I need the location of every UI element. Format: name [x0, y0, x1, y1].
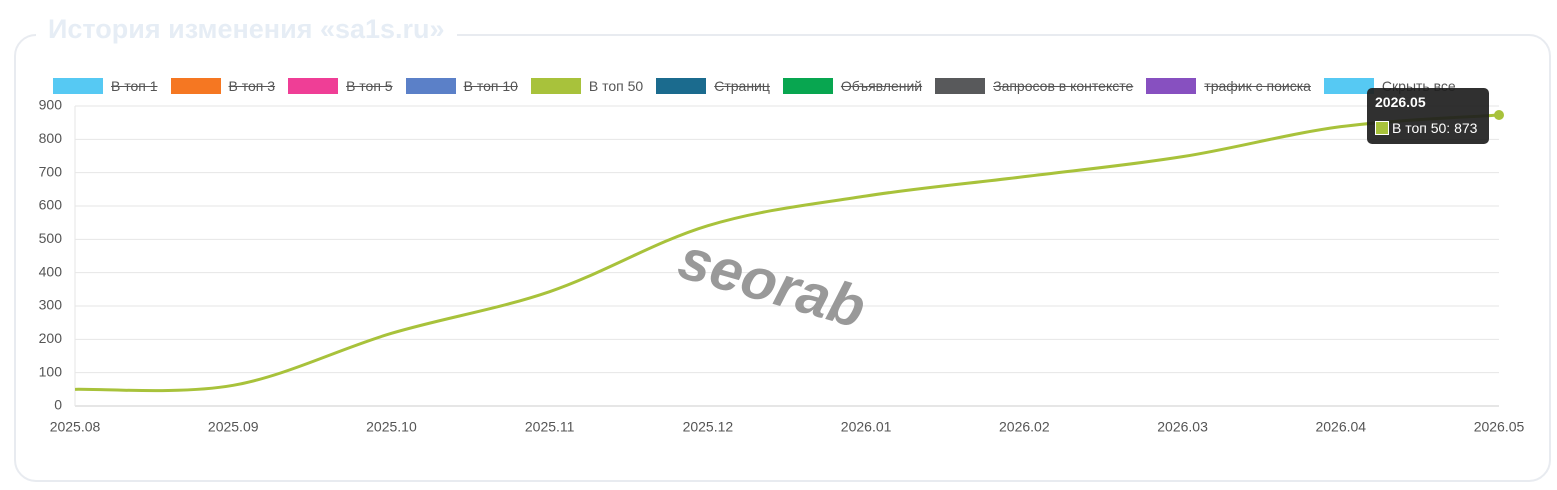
legend-label: трафик с поиска [1204, 78, 1311, 94]
x-tick-label: 2026.02 [999, 419, 1050, 435]
x-tick-label: 2026.03 [1157, 419, 1208, 435]
legend-swatch [405, 78, 456, 94]
x-tick-label: 2025.12 [683, 419, 734, 435]
legend: В топ 1 В топ 3 В топ 5 В топ 10 В топ 50 Стр… [53, 78, 1456, 94]
legend-item[interactable]: трафик с поиска [1146, 78, 1311, 94]
legend-item[interactable]: В топ 1 [53, 78, 158, 94]
legend-label: В топ 50 [588, 78, 644, 94]
tooltip-swatch [1375, 121, 1389, 135]
legend-item[interactable]: Страниц [656, 78, 770, 94]
y-tick-label: 200 [39, 330, 63, 346]
tooltip-row: В топ 50: 873 [1375, 120, 1477, 136]
y-tick-label: 400 [39, 263, 63, 279]
x-tick-label: 2026.01 [841, 419, 892, 435]
chart-title: История изменения «sa1s.ru» [36, 14, 457, 45]
x-tick-label: 2026.04 [1315, 419, 1366, 435]
legend-item[interactable]: В топ 10 [405, 78, 518, 94]
legend-swatch [656, 78, 707, 94]
hover-point [1494, 110, 1504, 120]
x-tick-label: 2025.09 [208, 419, 259, 435]
legend-item[interactable]: В топ 3 [170, 78, 276, 94]
y-tick-label: 300 [39, 297, 63, 313]
legend-swatch [782, 78, 833, 94]
y-tick-label: 500 [39, 230, 63, 246]
x-tick-label: 2025.08 [50, 419, 101, 435]
tooltip-title: 2026.05 [1375, 94, 1426, 110]
y-tick-label: 700 [39, 163, 63, 179]
legend-swatch [530, 78, 581, 94]
y-tick-label: 600 [39, 197, 63, 213]
legend-label: Страниц [714, 78, 770, 94]
legend-swatch [170, 78, 221, 94]
card [14, 34, 1551, 482]
tooltip: 2026.05 В топ 50: 873 [1367, 88, 1489, 144]
y-tick-label: 800 [39, 130, 63, 146]
series-line [74, 113, 1500, 393]
tooltip-text: В топ 50: 873 [1392, 120, 1478, 136]
legend-label: В топ 1 [111, 78, 158, 94]
legend-item[interactable]: В топ 5 [288, 78, 393, 94]
legend-swatch [53, 78, 103, 94]
legend-label: Запросов в контексте [993, 78, 1134, 94]
legend-label: В топ 10 [463, 78, 518, 94]
legend-item[interactable]: В топ 50 [530, 78, 644, 94]
legend-item[interactable]: Запросов в контексте [935, 78, 1133, 94]
y-tick-label: 900 [39, 97, 63, 113]
y-tick-label: 100 [39, 363, 63, 379]
x-tick-label: 2025.11 [525, 419, 575, 435]
legend-label: В топ 5 [346, 78, 393, 94]
legend-swatch [1323, 78, 1374, 94]
legend-label: Объявлений [840, 78, 923, 94]
legend-item[interactable]: Объявлений [782, 78, 923, 94]
legend-swatch [288, 78, 339, 94]
legend-swatch [1146, 78, 1197, 94]
legend-swatch [935, 78, 986, 94]
legend-label: В топ 3 [228, 78, 276, 94]
y-tick-label: 0 [54, 397, 62, 413]
x-tick-label: 2026.05 [1474, 419, 1525, 435]
x-tick-label: 2025.10 [366, 419, 417, 435]
